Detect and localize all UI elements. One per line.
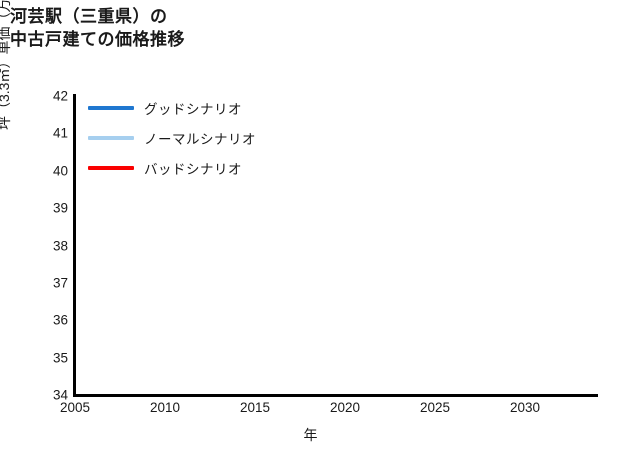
y-axis-label: 坪（3.3㎡）単価（万円） (0, 0, 12, 130)
legend-label: グッドシナリオ (144, 102, 242, 117)
page-title: 河芸駅（三重県）の 中古戸建ての価格推移 (10, 6, 185, 52)
x-tick-labels: 2005 2010 2015 2020 2025 2030 (60, 400, 597, 420)
x-tick-label: 2030 (509, 400, 541, 415)
plot-background (75, 96, 597, 395)
x-tick-label: 2005 (59, 400, 91, 415)
chart-legend: グッドシナリオ ノーマルシナリオ バッドシナリオ (88, 98, 256, 178)
x-tick-label: 2015 (239, 400, 271, 415)
y-tick-label: 39 (52, 200, 68, 216)
y-tick-label: 40 (52, 163, 68, 179)
x-tick-label: 2010 (149, 400, 181, 415)
y-tick-label: 41 (52, 125, 68, 141)
y-tick-label: 37 (52, 275, 68, 291)
y-tick-label: 34 (52, 387, 68, 403)
y-tick-label: 35 (52, 350, 68, 366)
x-tick-label: 2025 (419, 400, 451, 415)
y-tick-label: 36 (52, 312, 68, 328)
legend-swatch (88, 166, 134, 170)
legend-label: バッドシナリオ (144, 162, 242, 177)
title-line-2: 中古戸建ての価格推移 (10, 29, 185, 49)
legend-item[interactable]: ノーマルシナリオ (88, 128, 256, 148)
plot-area (75, 96, 597, 395)
legend-label: ノーマルシナリオ (144, 132, 256, 147)
x-axis-label: 年 (303, 427, 318, 443)
legend-swatch (88, 106, 134, 110)
legend-swatch (88, 136, 134, 140)
y-tick-label: 42 (52, 88, 68, 104)
y-tick-labels: 34 35 36 37 38 39 40 41 42 (24, 89, 68, 403)
x-tick-label: 2020 (329, 400, 361, 415)
y-tick-label: 38 (52, 238, 68, 253)
x-axis-line (73, 394, 598, 397)
legend-item[interactable]: グッドシナリオ (88, 98, 256, 118)
y-axis-line (73, 94, 76, 397)
legend-item[interactable]: バッドシナリオ (88, 158, 256, 178)
title-line-1: 河芸駅（三重県）の (10, 7, 168, 26)
